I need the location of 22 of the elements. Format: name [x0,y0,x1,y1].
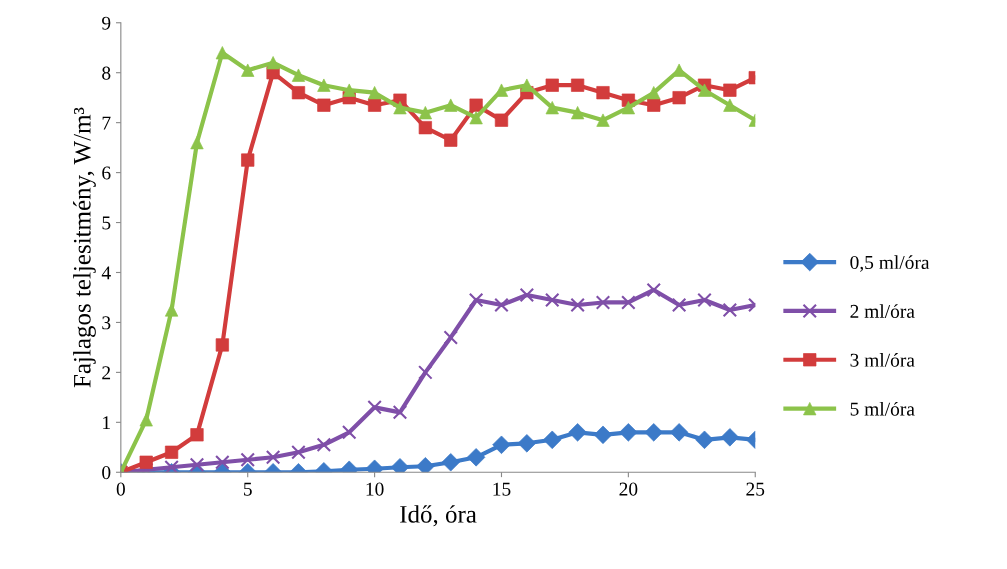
legend-label: 0,5 ml/óra [850,255,930,272]
x-tick-label: 5 [243,482,252,496]
y-tick-label: 7 [102,116,111,130]
y-tick-label: 9 [102,16,111,30]
y-tick-label: 4 [101,266,111,280]
y-tick-label: 1 [103,416,110,430]
y-tick-label: 3 [102,316,111,330]
x-tick-label: 10 [366,482,384,496]
y-tick-label: 8 [102,66,111,80]
y-tick-label: 0 [102,466,111,480]
x-tick-label: 15 [493,482,511,496]
x-tick-label: 25 [746,482,765,496]
legend-label: 5 ml/óra [850,401,915,416]
y-tick-label: 2 [102,366,111,380]
y-axis-title: Fajlagos teljesitmény, W/m³ [73,107,96,388]
legend-label: 3 ml/óra [850,353,915,367]
legend-label: 2 ml/óra [850,304,915,318]
x-tick-label: 0 [116,482,125,496]
x-axis-title: Idő, óra [400,505,477,527]
x-tick-label: 20 [619,482,638,496]
y-tick-label: 5 [102,216,111,230]
y-tick-label: 6 [102,166,111,180]
